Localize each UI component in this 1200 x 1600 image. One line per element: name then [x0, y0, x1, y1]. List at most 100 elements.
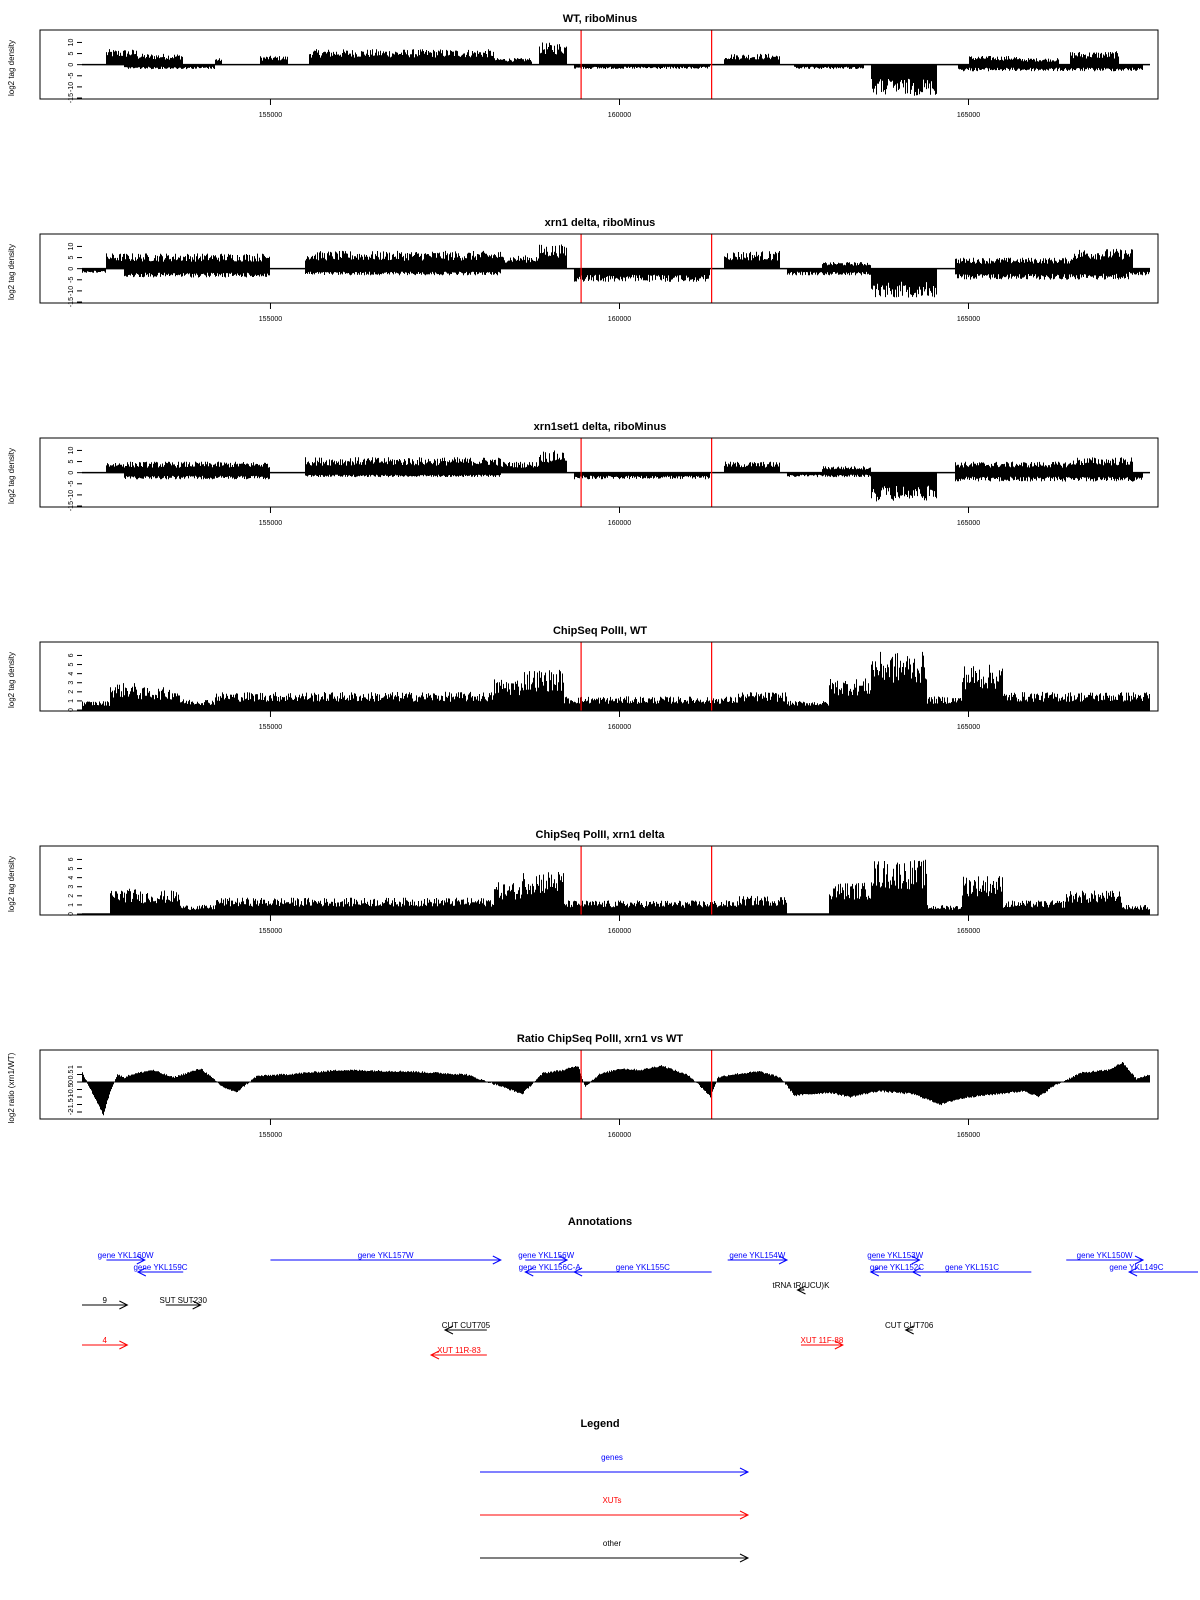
annotation-arrow-head	[558, 1255, 569, 1265]
bar-segment	[871, 859, 927, 914]
chart-title: ChipSeq PolII, WT	[553, 625, 647, 637]
bar-segment	[1070, 51, 1119, 65]
annotation-label: gene YKL160W	[98, 1251, 154, 1260]
y-tick-label: 4	[68, 876, 75, 880]
bar-segment	[927, 696, 962, 710]
chart-title: WT, riboMinus	[563, 13, 638, 25]
annotation-arrow-head	[136, 1267, 147, 1277]
x-tick-label: 165000	[957, 928, 980, 935]
y-tick-label: 5	[68, 662, 75, 666]
bar-segment	[955, 268, 1129, 280]
annotation-arrow-head	[834, 1340, 844, 1350]
bar-segment	[494, 679, 522, 710]
x-tick-label: 155000	[259, 724, 282, 731]
bar-segment	[180, 699, 215, 710]
bar-segment	[962, 876, 1003, 914]
bar-segment	[305, 250, 501, 269]
bar-segment	[1073, 248, 1133, 269]
plot-frame	[39, 1049, 1159, 1120]
y-tick-label: -1	[68, 1094, 75, 1100]
annotation-arrow-head	[119, 1300, 129, 1310]
annotation-arrow-head	[429, 1350, 440, 1360]
annotation-label: XUT 11F-88	[800, 1336, 843, 1345]
annotation-arrow-head	[524, 1267, 534, 1277]
bar-segment	[539, 450, 567, 473]
plot-frame	[39, 845, 1159, 916]
data-bars	[106, 42, 1143, 96]
legend-arrow-head	[739, 1510, 750, 1520]
annotation-label: gene YKL151C	[945, 1263, 999, 1272]
bar-segment	[955, 257, 1073, 269]
bar-segment	[305, 457, 501, 473]
bar-segment	[110, 683, 138, 710]
data-bars	[82, 651, 1150, 710]
bar-segment	[787, 268, 871, 276]
ratio-profile	[82, 1062, 1150, 1116]
annotation-label: gene YKL156W	[518, 1251, 574, 1260]
y-axis-label: log2 tag density	[7, 856, 16, 912]
bar-segment	[305, 268, 501, 276]
bar-segment	[501, 255, 539, 269]
y-tick-label: -10	[68, 490, 75, 500]
bar-segment	[564, 900, 738, 914]
bar-segment	[822, 466, 871, 473]
bar-segment	[110, 888, 138, 914]
y-tick-label: 5	[68, 460, 75, 464]
y-tick-label: 0	[68, 1080, 75, 1084]
y-tick-label: 0	[68, 708, 75, 712]
y-tick-label: 5	[68, 866, 75, 870]
bar-segment	[180, 904, 215, 914]
bar-segment	[215, 58, 222, 65]
bar-segment	[138, 890, 180, 914]
legend-title: Legend	[580, 1418, 619, 1430]
data-bars	[110, 859, 1150, 914]
y-tick-label: 10	[68, 446, 75, 454]
y-tick-label: -5	[68, 277, 75, 283]
bar-segment	[1017, 58, 1059, 65]
bar-segment	[724, 461, 780, 473]
data-bars	[106, 450, 1143, 502]
y-tick-label: 4	[68, 672, 75, 676]
bar-segment	[871, 651, 927, 710]
bar-segment	[724, 53, 780, 65]
plot-frame	[39, 437, 1159, 508]
x-tick-label: 160000	[608, 928, 631, 935]
y-tick-label: -15	[68, 93, 75, 103]
y-tick-label: 1	[68, 699, 75, 703]
bar-segment	[539, 244, 567, 269]
x-tick-label: 155000	[259, 520, 282, 527]
x-tick-label: 155000	[259, 1132, 282, 1139]
bar-segment	[962, 664, 1003, 710]
annotation-arrow-head	[119, 1340, 129, 1350]
annotations-track: Annotations gene YKL160W gene YKL159C gene …	[82, 1216, 1198, 1360]
annotation-label: gene YKL155C	[616, 1263, 670, 1272]
chart-title: Ratio ChipSeq PolII, xrn1 vs WT	[517, 1033, 684, 1045]
y-tick-label: -0.5	[68, 1083, 75, 1095]
bar-segment	[1122, 905, 1150, 914]
plot-frame	[39, 233, 1159, 304]
x-tick-label: 160000	[608, 316, 631, 323]
annotation-arrow-head	[911, 1255, 921, 1265]
y-axis-label: log2 tag density	[7, 40, 16, 96]
y-axis-label: log2 tag density	[7, 448, 16, 504]
y-tick-label: 10	[68, 242, 75, 250]
bar-segment	[794, 64, 864, 70]
x-tick-label: 165000	[957, 112, 980, 119]
plot-frame	[39, 641, 1159, 712]
chart-panel-2: xrn1set1 delta, riboMinus log2 tag densit…	[7, 421, 1159, 527]
x-tick-label: 160000	[608, 520, 631, 527]
bar-segment	[106, 461, 270, 473]
y-tick-label: 5	[68, 256, 75, 260]
y-tick-label: 0.5	[68, 1070, 75, 1080]
annotation-label: gene YKL159C	[133, 1263, 187, 1272]
x-tick-label: 155000	[259, 928, 282, 935]
y-tick-label: 0	[68, 912, 75, 916]
bar-segment	[955, 461, 1073, 473]
bar-segment	[564, 696, 738, 710]
bar-segment	[494, 882, 522, 914]
annotation-label: gene YKL149C	[1109, 1263, 1163, 1272]
bar-segment	[215, 897, 494, 914]
bar-segment	[1073, 457, 1133, 473]
chart-panel-4: ChipSeq PolII, xrn1 delta log2 tag densit…	[7, 829, 1159, 935]
bar-segment	[574, 472, 710, 480]
